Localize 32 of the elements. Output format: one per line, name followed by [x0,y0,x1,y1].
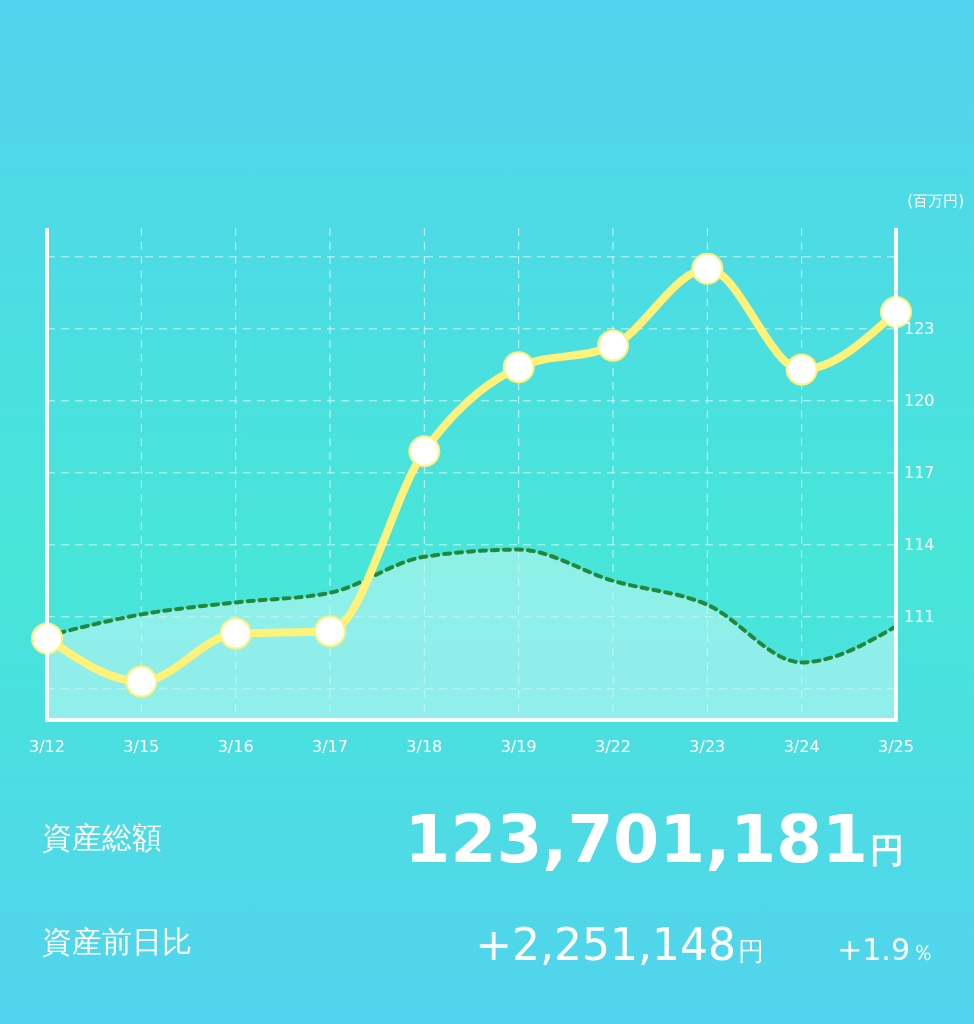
x-tick-label: 3/16 [217,737,254,756]
text: ％ [912,940,934,965]
y-tick-label: 123 [904,319,935,339]
y-tick-label: 117 [904,463,935,483]
x-tick-label: 3/22 [595,737,631,756]
point [502,351,535,384]
y-tick-label: 120 [904,391,935,411]
point [785,353,818,386]
y-tick-label: 114 [904,535,935,555]
point [314,615,346,648]
text: 資産前日比 [42,924,192,959]
x-tick-label: 3/24 [783,737,820,756]
text: 円 [738,936,764,966]
point [691,252,724,285]
x-tick-label: 3/18 [406,737,443,756]
text: 資産総額 [42,820,162,855]
x-tick-label: 3/25 [878,737,914,756]
x-tick-label: 3/17 [312,737,348,756]
x-tick-label: 3/19 [500,737,537,756]
text: +2,251,148 [475,919,736,970]
point [597,329,629,362]
x-tick-label: 3/12 [29,737,65,756]
point [125,665,158,698]
y-axis-title: (百万円) [907,192,964,210]
text: 円 [870,830,904,870]
point [408,435,441,468]
text: +1.9 [837,932,910,967]
x-tick-label: 3/15 [123,737,160,756]
text: 123,701,181 [404,801,868,878]
x-tick-label: 3/23 [689,737,726,756]
point [219,617,252,650]
y-tick-label: 111 [904,607,935,627]
